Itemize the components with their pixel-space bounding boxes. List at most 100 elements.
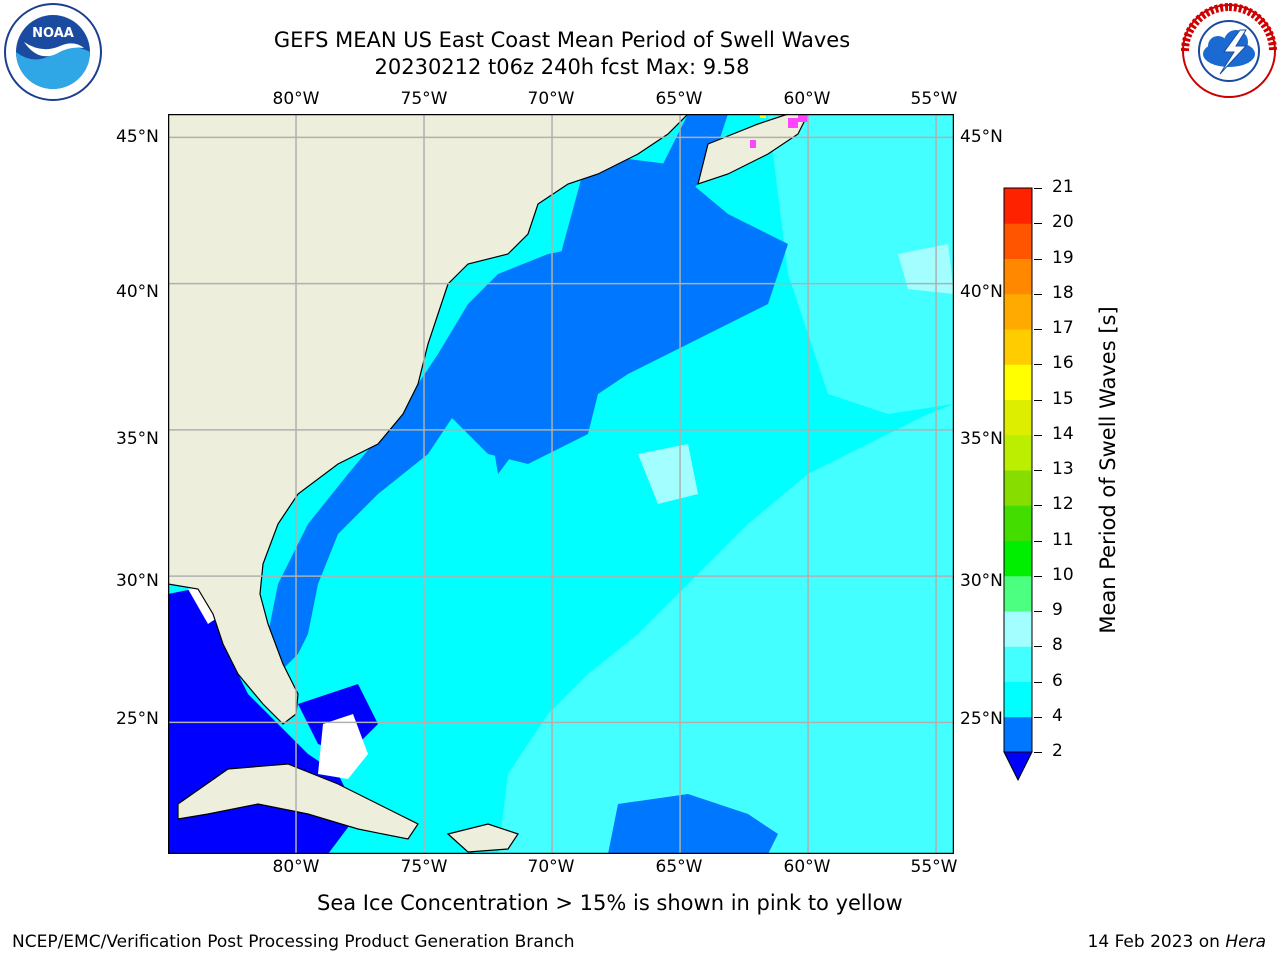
colorbar-tick-mark [1034, 434, 1042, 436]
colorbar-tick-label: 20 [1052, 212, 1074, 233]
lon-label-top-65w: 65°W [655, 89, 703, 109]
colorbar-tick-label: 13 [1052, 459, 1074, 479]
colorbar-tick-mark [1034, 752, 1042, 753]
lon-label-top-55w: 55°W [910, 89, 958, 109]
colorbar-tick-label: 18 [1052, 282, 1074, 303]
map-subtitle: 20230212 t06z 240h fcst Max: 9.58 [374, 55, 750, 79]
lon-label-bottom-60w: 60°W [783, 857, 831, 877]
nws-logo [1181, 3, 1277, 98]
colorbar-tick-label: 2 [1052, 741, 1063, 761]
footer-date-text: 14 Feb 2023 on [1087, 932, 1220, 952]
lon-label-bottom-75w: 75°W [400, 857, 448, 877]
colorbar-tick-mark [1034, 470, 1042, 471]
colorbar-tick-mark [1034, 223, 1042, 225]
lat-label-right-30n: 30°N [960, 571, 1003, 591]
colorbar-cell [1004, 716, 1032, 753]
missing-patch-bahamas [318, 714, 368, 779]
lat-label-left-45n: 45°N [116, 127, 159, 147]
field-8-9s-patch-1 [638, 444, 698, 504]
field-2-4s-midatlantic [438, 344, 598, 464]
colorbar-cell [1004, 646, 1032, 682]
colorbar-cell [1004, 540, 1032, 577]
land-north-america [168, 114, 689, 725]
colorbar-tick-label: 12 [1052, 494, 1074, 515]
colorbar-cell [1004, 470, 1032, 506]
colorbar-tick-mark [1034, 364, 1042, 366]
lon-label-bottom-65w: 65°W [655, 857, 703, 877]
land-nova-scotia [697, 114, 809, 185]
colorbar-tick-label: 17 [1052, 318, 1074, 338]
colorbar-tick-label: 10 [1052, 564, 1074, 585]
lat-label-right-40n: 40°N [960, 282, 1003, 302]
noaa-logo: NOAA [4, 3, 102, 101]
graticule [168, 114, 954, 854]
land-hispaniola [446, 823, 519, 853]
lat-label-right-35n: 35°N [960, 429, 1003, 449]
colorbar-tick-label: 11 [1052, 529, 1074, 550]
sea-ice-cell-1 [788, 118, 798, 128]
colorbar-tick-label: 16 [1052, 353, 1074, 374]
field-6-8s-north [768, 114, 954, 414]
lon-label-bottom-70w: 70°W [527, 857, 575, 877]
lat-label-right-25n: 25°N [960, 709, 1003, 729]
colorbar-tick-label: 15 [1052, 388, 1074, 409]
colorbar-tick-mark [1034, 258, 1042, 260]
colorbar-tick-mark [1034, 293, 1042, 295]
colorbar-tick-label: 4 [1052, 705, 1063, 726]
colorbar-tick-label: 14 [1052, 423, 1074, 444]
colorbar-cell [1004, 329, 1032, 365]
colorbar-tick-mark [1034, 575, 1042, 577]
colorbar-cell [1004, 681, 1032, 718]
swell-period-map [168, 114, 954, 854]
colorbar-label: Mean Period of Swell Waves [s] [1096, 306, 1120, 634]
lon-label-bottom-80w: 80°W [272, 857, 320, 877]
colorbar-cell [1004, 364, 1032, 400]
colorbar-tick-label: 21 [1052, 177, 1074, 197]
lon-label-bottom-55w: 55°W [910, 857, 958, 877]
lon-label-top-80w: 80°W [272, 89, 320, 109]
footer-machine: Hera [1225, 932, 1266, 952]
colorbar-frame [1003, 187, 1033, 753]
colorbar-cell [1004, 575, 1032, 612]
colorbar-tick-mark [1034, 681, 1042, 683]
sea-ice-cell-4 [760, 114, 766, 118]
colorbar-tick-label: 19 [1052, 247, 1074, 268]
colorbar-tick-mark [1034, 540, 1042, 542]
colorbar-tick-mark [1034, 716, 1042, 718]
colorbar-cell [1004, 258, 1032, 295]
field-8-9s-patch-2 [898, 244, 954, 294]
lat-label-right-45n: 45°N [960, 127, 1003, 147]
colorbar-extend-below [1003, 751, 1033, 782]
colorbar-tick-mark [1034, 646, 1042, 648]
footer-date: 14 Feb 2023 on Hera [1088, 932, 1266, 952]
lon-label-top-60w: 60°W [783, 89, 831, 109]
colorbar-tick-label: 8 [1052, 635, 1063, 656]
land-cuba [177, 763, 419, 840]
noaa-logo-text: NOAA [32, 26, 74, 41]
colorbar-cell [1004, 434, 1032, 471]
field-6-8s-east [498, 404, 954, 854]
colorbar-tick-mark [1034, 399, 1042, 401]
map-title: GEFS MEAN US East Coast Mean Period of S… [273, 28, 851, 52]
colorbar-ticks: 2 4 6 8 9 10 11 12 13 14 15 16 17 18 19 20 21 [1034, 177, 1080, 780]
lat-label-left-30n: 30°N [116, 571, 159, 591]
colorbar-tick-mark [1034, 505, 1042, 507]
map-frame [168, 114, 954, 854]
lat-label-left-35n: 35°N [116, 429, 159, 449]
sea-ice-cell-3 [750, 140, 756, 148]
sea-ice-note: Sea Ice Concentration > 15% is shown in … [317, 891, 903, 915]
colorbar [1003, 187, 1033, 782]
colorbar-tick-mark [1034, 188, 1042, 189]
lon-label-top-70w: 70°W [527, 89, 575, 109]
lat-label-left-40n: 40°N [116, 282, 159, 302]
colorbar-cell [1004, 505, 1032, 541]
field-2-4s-south [608, 794, 778, 854]
lon-label-top-75w: 75°W [400, 89, 448, 109]
colorbar-cell [1004, 293, 1032, 330]
colorbar-cell [1004, 223, 1032, 259]
colorbar-tick-mark [1034, 329, 1042, 330]
sea-ice-cell-2 [798, 114, 808, 122]
colorbar-cell [1004, 399, 1032, 436]
footer-branch: NCEP/EMC/Verification Post Processing Pr… [12, 932, 575, 952]
colorbar-tick-label: 6 [1052, 670, 1063, 691]
